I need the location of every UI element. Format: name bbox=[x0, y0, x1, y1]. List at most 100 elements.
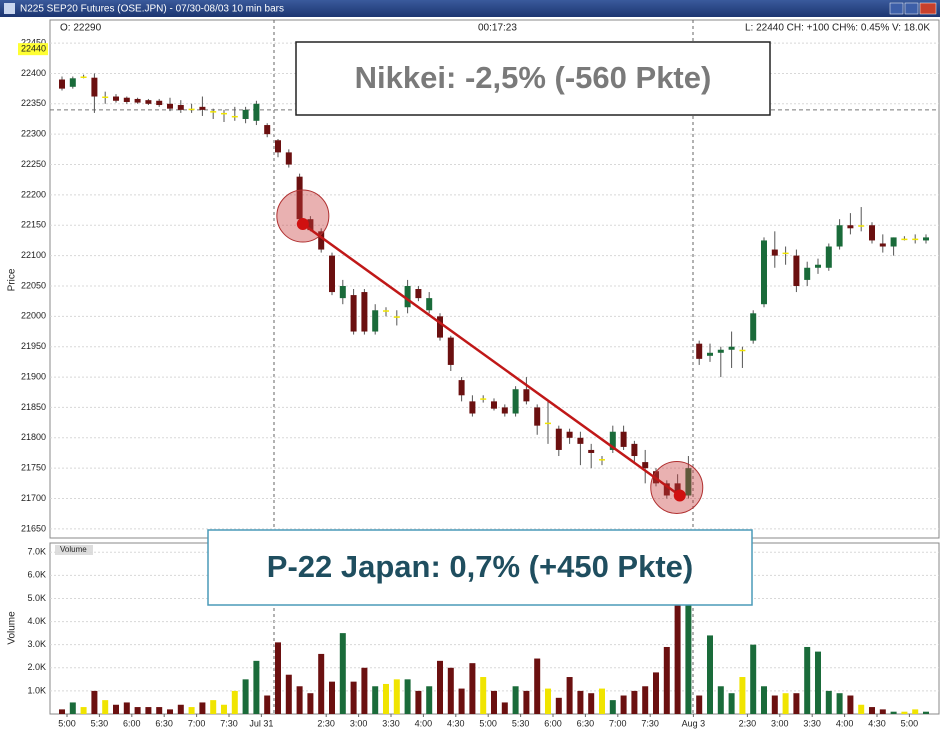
app-icon bbox=[4, 3, 15, 14]
candle-body bbox=[782, 252, 789, 255]
volume-bar bbox=[912, 709, 919, 714]
candle-body bbox=[642, 462, 649, 469]
volume-bar bbox=[350, 681, 357, 714]
volume-bar bbox=[469, 663, 476, 714]
volume-bar bbox=[145, 707, 152, 714]
candle-body bbox=[804, 267, 811, 280]
volume-bar bbox=[123, 702, 130, 714]
x-tick-label: 2:30 bbox=[317, 718, 335, 728]
volume-axis-label: Volume bbox=[7, 611, 18, 645]
volume-bar bbox=[609, 700, 616, 714]
volume-bar bbox=[285, 674, 292, 714]
volume-bar bbox=[253, 660, 260, 714]
x-tick-label: 7:00 bbox=[609, 718, 627, 728]
y-tick-label: 7.0K bbox=[27, 547, 46, 557]
volume-bar bbox=[339, 633, 346, 714]
y-tick-label: 6.0K bbox=[27, 570, 46, 580]
volume-bar bbox=[458, 688, 465, 714]
x-tick-label: 7:00 bbox=[188, 718, 206, 728]
candle-body bbox=[102, 96, 109, 99]
x-tick-label: Aug 3 bbox=[682, 718, 706, 728]
x-tick-label: 4:00 bbox=[415, 718, 433, 728]
candle-body bbox=[523, 389, 530, 402]
y-tick-label: 4.0K bbox=[27, 616, 46, 626]
candle-body bbox=[501, 407, 508, 414]
candle-body bbox=[123, 97, 130, 102]
candle-body bbox=[69, 78, 76, 87]
candle-body bbox=[296, 176, 303, 220]
x-tick-label: 3:30 bbox=[803, 718, 821, 728]
candle-body bbox=[437, 316, 443, 338]
volume-bar bbox=[242, 679, 249, 714]
volume-bar bbox=[555, 697, 562, 714]
volume-bar bbox=[599, 688, 605, 714]
annotation-box bbox=[207, 529, 753, 606]
candle-body bbox=[588, 449, 595, 453]
candle-body bbox=[134, 98, 141, 103]
volume-bar bbox=[501, 702, 508, 714]
x-tick-label: 4:30 bbox=[447, 718, 465, 728]
candle-body bbox=[458, 380, 465, 396]
volume-bar bbox=[221, 704, 227, 714]
candle-body bbox=[869, 225, 875, 241]
minimize-button[interactable] bbox=[889, 2, 904, 15]
volume-bar bbox=[825, 690, 832, 714]
y-tick-label: 5.0K bbox=[27, 593, 46, 603]
header-open: O: 22290 bbox=[60, 23, 102, 34]
last-price-label: 22440 bbox=[21, 44, 46, 54]
volume-bar bbox=[804, 646, 811, 714]
candle-body bbox=[156, 100, 163, 106]
volume-bar bbox=[134, 707, 141, 714]
volume-bar bbox=[545, 688, 551, 714]
volume-bar bbox=[901, 711, 908, 714]
window-title: N225 SEP20 Futures (OSE.JPN) - 07/30-08/… bbox=[20, 4, 284, 15]
candle-body bbox=[825, 246, 832, 268]
highlight-circle bbox=[276, 189, 330, 243]
close-button[interactable] bbox=[919, 2, 937, 15]
candle-body bbox=[620, 431, 627, 447]
candle-body bbox=[307, 219, 314, 231]
volume-bar bbox=[383, 683, 389, 714]
candle-body bbox=[771, 249, 778, 256]
volume-bar bbox=[534, 658, 541, 714]
x-tick-label: Jul 31 bbox=[249, 718, 273, 728]
candle-body bbox=[491, 401, 497, 409]
volume-bar bbox=[566, 677, 573, 714]
volume-bar bbox=[199, 702, 206, 714]
volume-bar bbox=[91, 690, 98, 714]
candle-body bbox=[663, 483, 670, 496]
candle-body bbox=[242, 109, 249, 119]
x-tick-label: 6:00 bbox=[544, 718, 562, 728]
volume-bar bbox=[307, 693, 314, 714]
volume-bar bbox=[210, 700, 217, 714]
volume-bar bbox=[653, 672, 659, 714]
volume-bar bbox=[750, 644, 757, 714]
candle-body bbox=[264, 125, 271, 135]
volume-bar bbox=[372, 686, 379, 714]
x-tick-label: 5:00 bbox=[901, 718, 919, 728]
candle-body bbox=[599, 459, 605, 461]
volume-bar bbox=[361, 667, 368, 714]
y-tick-label: 21800 bbox=[21, 432, 46, 442]
volume-bar bbox=[264, 695, 271, 714]
candle-body bbox=[512, 389, 519, 414]
candle-body bbox=[253, 103, 260, 121]
candle-body bbox=[372, 310, 379, 332]
x-tick-label: 5:30 bbox=[91, 718, 109, 728]
volume-bar bbox=[577, 690, 584, 714]
candle-body bbox=[404, 285, 411, 308]
maximize-button[interactable] bbox=[904, 2, 919, 15]
volume-bar bbox=[59, 709, 65, 714]
candle-body bbox=[901, 238, 908, 241]
volume-bar bbox=[674, 545, 681, 714]
x-tick-label: 2:30 bbox=[739, 718, 757, 728]
volume-bar bbox=[177, 704, 184, 714]
volume-bar bbox=[696, 695, 703, 714]
candle-body bbox=[577, 437, 584, 444]
volume-bar bbox=[447, 667, 454, 714]
volume-bar bbox=[588, 693, 595, 714]
candle-body bbox=[858, 225, 865, 227]
volume-bar bbox=[923, 711, 929, 714]
volume-bar bbox=[491, 690, 497, 714]
